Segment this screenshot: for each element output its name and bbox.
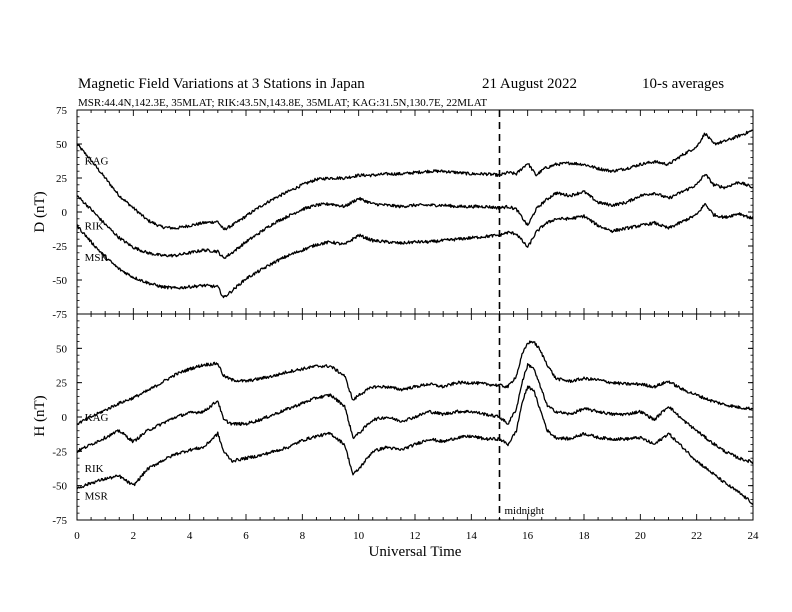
y-tick-label: 75 bbox=[56, 105, 68, 117]
h-y-tick-labels: 50 25 0 -25 -50 -75 bbox=[52, 343, 67, 527]
x-tick-label: 10 bbox=[353, 530, 365, 542]
x-tick-label: 22 bbox=[691, 530, 702, 542]
series-line-rik bbox=[76, 363, 754, 464]
series-label-msr: MSR bbox=[85, 490, 109, 502]
h-series-group bbox=[76, 340, 754, 505]
x-tick-label: 24 bbox=[748, 530, 760, 542]
x-tick-label: 6 bbox=[243, 530, 249, 542]
d-y-axis-label: D (nT) bbox=[32, 191, 48, 232]
y-tick-label: -25 bbox=[52, 241, 67, 253]
d-series-group bbox=[76, 129, 754, 299]
series-line-msr bbox=[76, 385, 754, 505]
x-tick-label: 4 bbox=[187, 530, 193, 542]
series-line-kag bbox=[76, 129, 754, 231]
x-tick-labels: 0 2 4 6 8 10 12 14 16 18 20 22 24 bbox=[74, 530, 759, 542]
x-tick-label: 8 bbox=[300, 530, 306, 542]
x-tick-label: 2 bbox=[131, 530, 137, 542]
series-label-kag: KAG bbox=[85, 412, 109, 424]
station-info: MSR:44.4N,142.3E, 35MLAT; RIK:43.5N,143.… bbox=[78, 97, 487, 109]
x-tick-label: 16 bbox=[522, 530, 534, 542]
y-tick-label: 50 bbox=[56, 139, 68, 151]
x-tick-label: 14 bbox=[466, 530, 478, 542]
y-tick-label: 25 bbox=[56, 378, 68, 390]
x-axis-label: Universal Time bbox=[369, 544, 462, 560]
figure-date: 21 August 2022 bbox=[482, 76, 577, 92]
series-label-rik: RIK bbox=[85, 221, 104, 233]
d-panel: 75 50 25 0 -25 -50 -75 D (nT) KAG RIK MSR bbox=[32, 105, 754, 321]
y-tick-label: -50 bbox=[52, 481, 67, 493]
x-tick-label: 0 bbox=[74, 530, 80, 542]
x-tick-label: 18 bbox=[579, 530, 591, 542]
d-panel-frame bbox=[76, 109, 754, 315]
d-series-labels: KAG RIK MSR bbox=[85, 155, 109, 264]
series-line-msr bbox=[76, 202, 754, 299]
y-tick-label: -75 bbox=[52, 515, 67, 527]
series-label-msr: MSR bbox=[85, 252, 109, 264]
x-tick-label: 20 bbox=[635, 530, 647, 542]
y-tick-label: 25 bbox=[56, 173, 68, 185]
y-tick-label: 50 bbox=[56, 343, 68, 355]
y-tick-label: -25 bbox=[52, 446, 67, 458]
series-label-rik: RIK bbox=[85, 463, 104, 475]
y-tick-label: -50 bbox=[52, 275, 67, 287]
series-line-rik bbox=[76, 173, 753, 260]
series-label-kag: KAG bbox=[85, 155, 109, 167]
d-y-ticks bbox=[76, 109, 754, 315]
figure-title: Magnetic Field Variations at 3 Stations … bbox=[78, 76, 365, 92]
series-line-kag bbox=[76, 340, 754, 426]
y-tick-label: 0 bbox=[62, 207, 68, 219]
y-tick-label: 0 bbox=[62, 412, 68, 424]
d-y-tick-labels: 75 50 25 0 -25 -50 -75 bbox=[52, 105, 67, 321]
h-y-axis-label: H (nT) bbox=[32, 395, 48, 436]
midnight-annotation: midnight bbox=[505, 505, 545, 517]
figure-averaging: 10-s averages bbox=[642, 76, 724, 92]
x-tick-label: 12 bbox=[410, 530, 421, 542]
y-tick-label: -75 bbox=[52, 309, 67, 321]
h-series-labels: KAG RIK MSR bbox=[85, 412, 109, 502]
